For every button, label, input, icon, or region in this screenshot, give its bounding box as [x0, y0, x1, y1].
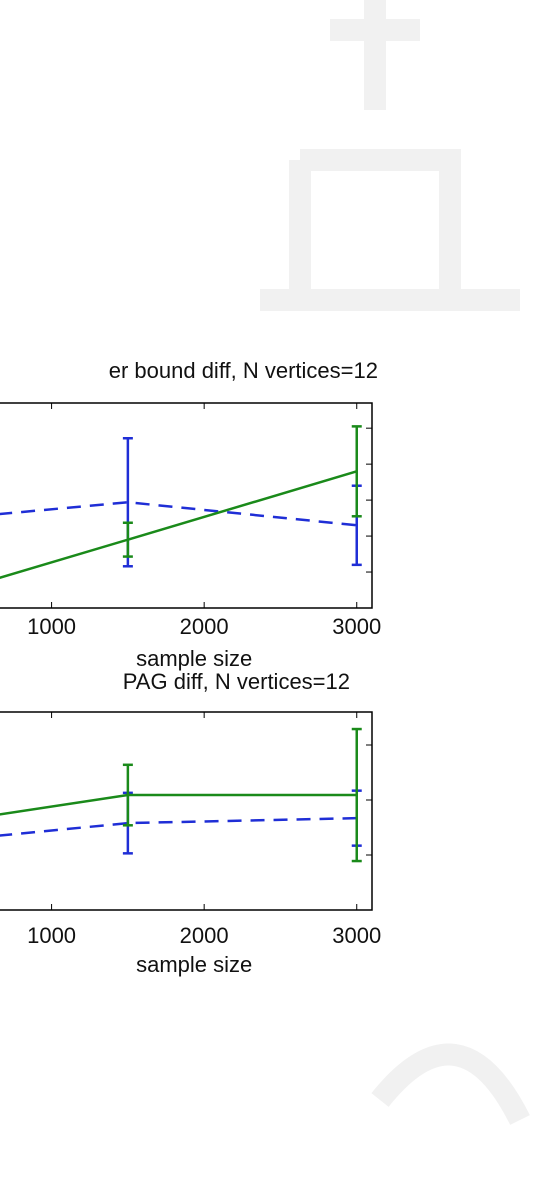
x-tick-label: 1000 — [27, 614, 76, 639]
plot-frame — [0, 402, 373, 609]
error-bar — [351, 425, 362, 518]
error-bar — [351, 727, 362, 863]
series-line — [0, 501, 357, 527]
series-line — [0, 793, 357, 816]
x-tick-label: 1000 — [27, 923, 76, 948]
plot-area — [0, 727, 362, 863]
series-line — [0, 470, 358, 579]
x-axis-label: sample size — [136, 952, 252, 977]
error-bar — [122, 521, 133, 558]
plot-area — [0, 425, 362, 579]
x-tick-label: 2000 — [180, 614, 229, 639]
chart-title: PAG diff, N vertices=12 — [123, 669, 350, 694]
watermark-shape — [371, 1043, 530, 1125]
chart-title: er bound diff, N vertices=12 — [109, 358, 378, 383]
x-tick-label: 3000 — [332, 614, 381, 639]
x-tick-label: 2000 — [180, 923, 229, 948]
x-tick-label: 3000 — [332, 923, 381, 948]
error-bar — [122, 763, 133, 827]
plot-frame — [0, 711, 373, 911]
x-axis-label: sample size — [136, 646, 252, 671]
series-line — [0, 816, 357, 837]
watermark — [260, 0, 530, 1125]
watermark-shape — [260, 0, 520, 311]
